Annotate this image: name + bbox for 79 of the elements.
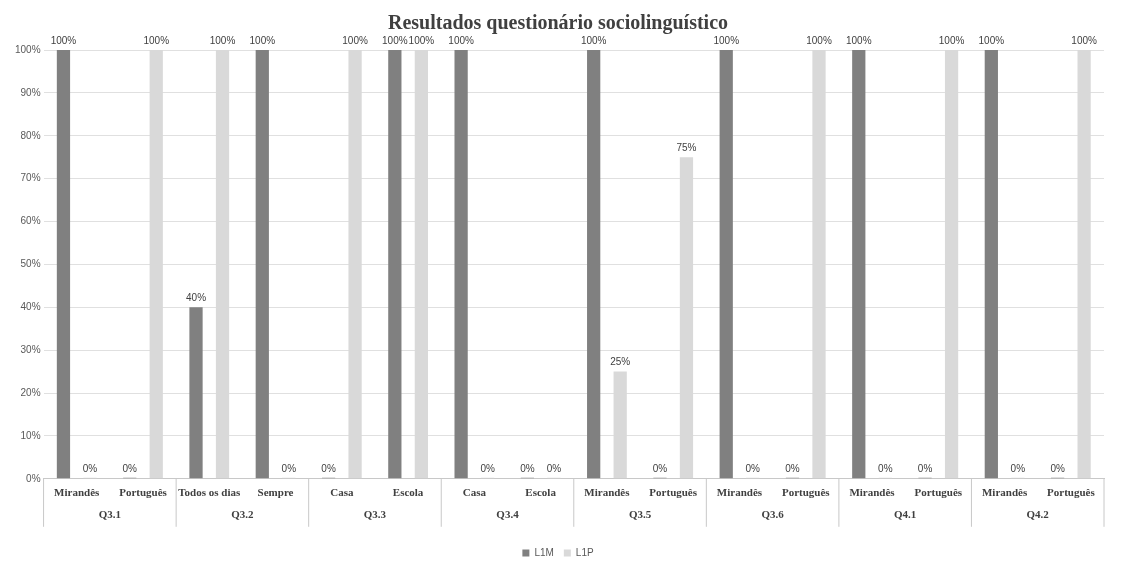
text: Q3.5 (628, 507, 652, 520)
chart-title: Resultados questionário sociolinguístico (387, 11, 729, 35)
text: Q3.6 (761, 507, 785, 520)
data-label: 100% (1071, 34, 1098, 46)
text: Q4.1 (894, 507, 917, 520)
data-label: 0% (520, 462, 535, 474)
bar (984, 50, 998, 479)
data-label: 100% (249, 34, 276, 46)
x-tick-label: Sempre (257, 486, 294, 499)
data-label: 0% (321, 462, 336, 474)
y-tick-label: 80% (20, 129, 41, 141)
text: Q3.1 (98, 507, 122, 520)
x-tick-label: Português (119, 486, 168, 499)
data-label: 100% (342, 34, 368, 46)
text: Q3.2 (231, 507, 255, 520)
bar (388, 50, 402, 479)
data-label: 100% (806, 34, 832, 46)
data-label: 0% (480, 462, 495, 474)
y-tick-label: 50% (20, 258, 41, 270)
data-label: 0% (122, 462, 138, 474)
x-tick-label: Português (649, 486, 698, 499)
text: Q3.4 (496, 507, 520, 520)
x-tick-label: Escola (525, 486, 557, 499)
data-label: 0% (745, 462, 761, 474)
data-label: 40% (186, 292, 207, 304)
data-label: 100% (448, 34, 475, 46)
data-label: 0% (878, 462, 893, 474)
data-label: 100% (978, 34, 1005, 46)
x-tick-label: Mirandês (584, 486, 631, 499)
data-label: 100% (845, 34, 872, 46)
data-label: 100% (382, 34, 408, 46)
data-label: 100% (209, 34, 236, 46)
x-tick-label: Português (914, 486, 963, 499)
legend-label: L1M (534, 546, 554, 558)
bar (852, 50, 866, 479)
text: Q4.2 (1026, 507, 1050, 520)
data-label: 100% (580, 34, 607, 46)
x-tick-label: Mirandês (716, 486, 763, 499)
x-tick-label: Português (781, 486, 831, 499)
data-label: 0% (1010, 462, 1026, 474)
y-tick-label: 90% (20, 86, 41, 98)
text: Q3.3 (363, 507, 387, 520)
data-label: 0% (281, 462, 297, 474)
data-label: 0% (785, 462, 800, 474)
x-tick-label: Escola (392, 486, 424, 499)
x-tick-label: Mirandês (54, 486, 101, 499)
y-tick-label: 0% (26, 472, 41, 484)
y-tick-label: 60% (20, 215, 41, 227)
data-label: 0% (1050, 462, 1065, 474)
data-label: 100% (713, 34, 740, 46)
data-label: 75% (676, 141, 697, 153)
x-tick-label: Casa (462, 486, 487, 499)
data-label: 0% (82, 462, 98, 474)
bar (587, 50, 601, 479)
y-tick-label: 70% (20, 172, 41, 184)
data-label: 0% (652, 462, 668, 474)
y-tick-label: 20% (20, 386, 41, 398)
data-label: 0% (917, 462, 933, 474)
bar (189, 307, 203, 479)
data-label: 100% (143, 34, 170, 46)
x-tick-label: Casa (330, 486, 354, 499)
legend-label: L1P (575, 546, 594, 558)
x-tick-label: Mirandês (981, 486, 1028, 499)
data-label: 100% (50, 34, 77, 46)
data-label: 25% (610, 356, 631, 368)
x-tick-label: Todos os dias (178, 486, 241, 499)
y-tick-label: 10% (20, 429, 41, 441)
data-label: 100% (408, 34, 435, 46)
bar (454, 50, 468, 479)
bar (56, 50, 71, 479)
data-label: 0% (546, 462, 562, 474)
bar (719, 50, 733, 479)
x-tick-label: Português (1047, 486, 1096, 499)
x-tick-label: Mirandês (849, 486, 896, 499)
y-tick-label: 30% (20, 343, 41, 355)
data-label: 100% (938, 34, 965, 46)
bar (255, 50, 269, 479)
y-tick-label: 40% (20, 301, 41, 313)
y-tick-label: 100% (15, 43, 41, 55)
